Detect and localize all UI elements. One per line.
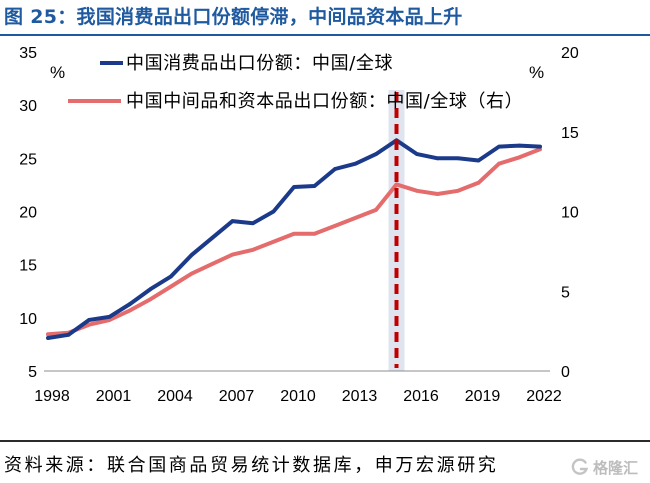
x-tick-label: 2019 [465,388,501,405]
chart-axes: 5 10 15 20 25 30 35 0 5 10 15 20 1998 2001 2004 2007 201… [19,45,579,405]
y-left-tick-label: 35 [19,45,37,62]
data-point-consumer-share-2002 [128,302,132,306]
y-right-tick-label: 0 [561,364,570,381]
y-right-tick-label: 15 [561,125,579,142]
data-point-consumer-share-2013 [353,161,358,166]
data-point-intermediate-capital-share-2016 [415,188,419,193]
x-tick-label: 2010 [280,388,316,405]
annotation-band [388,90,405,371]
x-tick-label: 2007 [219,388,255,405]
data-point-consumer-share-2016 [415,152,419,156]
data-point-consumer-share-2005 [189,253,194,257]
data-point-consumer-share-2008 [251,221,255,225]
data-point-intermediate-capital-share-2003 [148,297,153,302]
data-point-consumer-share-2009 [271,209,276,214]
x-tick-label: 1998 [34,388,70,405]
data-point-consumer-share-2000 [87,318,91,322]
y-right-tick-label: 10 [561,205,579,222]
x-tick-label: 2022 [526,388,562,405]
data-point-intermediate-capital-share-2004 [169,284,173,289]
x-tick-label: 2013 [342,388,378,405]
data-point-intermediate-capital-share-2002 [128,308,132,313]
data-point-consumer-share-2014 [374,152,378,156]
data-point-consumer-share-2006 [210,236,214,240]
data-point-intermediate-capital-share-2015 [394,182,399,187]
y-left-tick-label: 10 [19,311,37,328]
source-divider [0,440,650,442]
data-point-intermediate-capital-share-2010 [292,232,296,236]
legend-label-consumer: 中国消费品出口份额：中国/全球 [126,53,393,74]
y-left-tick-label: 15 [19,258,37,275]
x-tick-label: 2016 [403,388,439,405]
data-point-consumer-share-2022 [538,144,542,149]
x-tick-label: 2001 [96,388,132,405]
data-point-intermediate-capital-share-2020 [497,161,501,166]
data-point-consumer-share-2003 [148,287,153,291]
data-point-intermediate-capital-share-2011 [312,232,317,236]
series-line-intermediate-capital-share [46,147,542,337]
title-underline [0,34,650,36]
data-point-consumer-share-2011 [312,184,317,188]
y-right-tick-label: 5 [561,284,570,301]
line-chart: 5 10 15 20 25 30 35 0 5 10 15 20 1998 2001 2004 2007 201… [19,45,579,405]
data-point-intermediate-capital-share-2013 [353,216,358,220]
source-note: 资料来源：联合国商品贸易统计数据库，申万宏源研究 [4,455,499,476]
data-point-intermediate-capital-share-2017 [435,192,440,196]
chart-series-layer [46,138,542,340]
data-point-consumer-share-2012 [333,167,337,171]
data-point-intermediate-capital-share-2007 [230,252,235,257]
series-line-consumer-share [46,138,542,340]
data-point-intermediate-capital-share-2018 [456,188,460,193]
data-point-intermediate-capital-share-1998 [46,332,50,337]
data-point-consumer-share-2018 [456,156,460,161]
data-point-consumer-share-2007 [230,219,235,223]
y-left-tick-label: 20 [19,205,37,222]
data-point-intermediate-capital-share-2001 [107,318,112,322]
data-point-consumer-share-2020 [497,144,501,149]
y-right-unit-label: % [529,63,544,82]
data-point-intermediate-capital-share-2014 [374,208,378,212]
figure-title: 图 25：我国消费品出口份额停滞，中间品资本品上升 [4,6,463,28]
legend-label-intermediate: 中国中间品和资本品出口份额：中国/全球（右） [126,91,523,112]
y-left-tick-label: 5 [28,364,37,381]
y-left-tick-label: 25 [19,151,37,168]
data-point-consumer-share-2019 [476,158,481,163]
data-point-consumer-share-1999 [66,333,71,337]
chart-legend: 中国消费品出口份额：中国/全球 中国中间品和资本品出口份额：中国/全球（右） [68,53,523,112]
annotation-band-layer [388,90,405,371]
data-point-intermediate-capital-share-2000 [87,322,91,327]
data-point-intermediate-capital-share-2021 [517,155,522,160]
data-point-intermediate-capital-share-2008 [251,247,255,252]
data-point-intermediate-capital-share-2012 [333,224,337,228]
watermark-text: 格隆汇 [593,458,639,477]
data-point-intermediate-capital-share-2009 [271,240,276,244]
watermark-logo-icon [571,458,589,475]
data-point-consumer-share-2001 [107,314,112,319]
data-point-consumer-share-1998 [46,336,50,340]
y-left-unit-label: % [50,63,65,82]
data-point-consumer-share-2010 [292,185,296,189]
data-point-consumer-share-2017 [435,156,440,161]
y-right-tick-label: 20 [561,45,579,62]
data-point-intermediate-capital-share-2006 [210,262,214,266]
data-point-intermediate-capital-share-2019 [476,180,481,185]
y-left-tick-label: 30 [19,98,37,115]
data-point-intermediate-capital-share-2005 [189,271,194,276]
watermark: 格隆汇 [570,456,638,478]
data-point-consumer-share-2021 [517,143,522,148]
data-point-consumer-share-2004 [169,274,173,279]
x-tick-label: 2004 [157,388,193,405]
